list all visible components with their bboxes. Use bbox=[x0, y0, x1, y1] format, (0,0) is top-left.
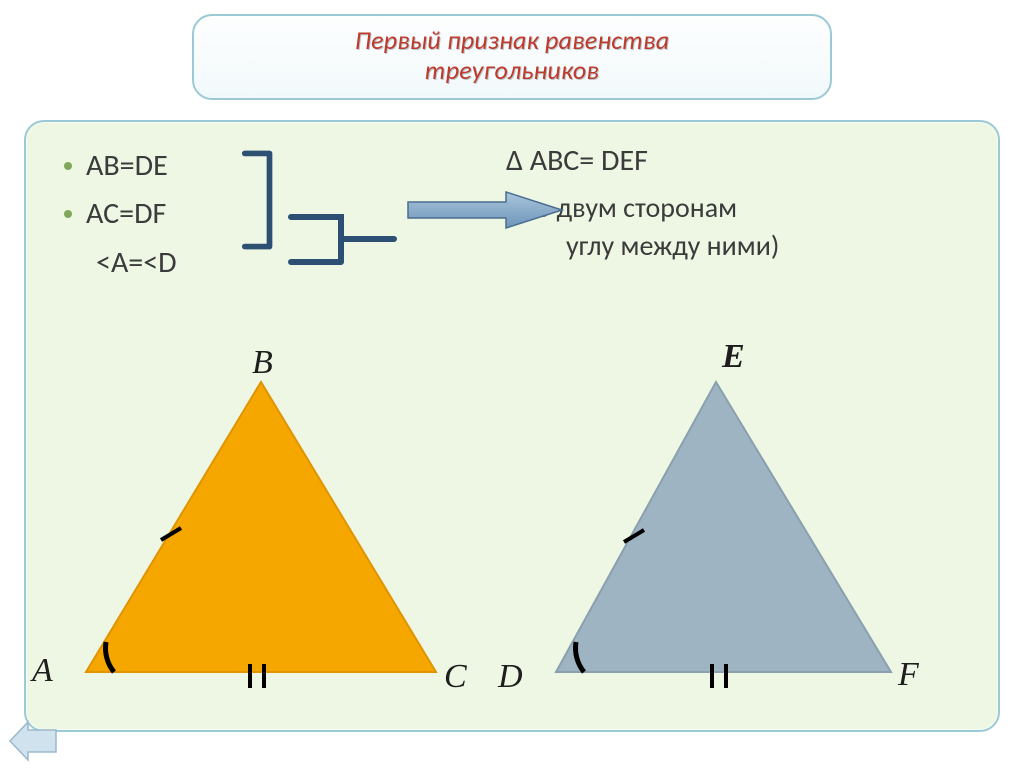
conclusion-text: Δ АВС= DEF bbox=[506, 142, 648, 179]
implies-arrow-icon bbox=[406, 190, 566, 230]
label-A: A bbox=[32, 652, 53, 690]
bullet-text-2: AC=DF bbox=[86, 190, 166, 238]
label-C: C bbox=[444, 658, 467, 696]
conclusion-block: Δ АВС= DEF ( по двум сторонам углу между… bbox=[506, 142, 976, 265]
conclusion-sub: ( по двум сторонам углу между ними) bbox=[506, 189, 976, 265]
label-D: D bbox=[498, 658, 523, 696]
bullet-dot bbox=[64, 210, 72, 218]
back-arrow-icon[interactable] bbox=[8, 718, 58, 764]
bullet-dot bbox=[64, 162, 72, 170]
conclusion-line2b: углу между ними) bbox=[506, 227, 976, 265]
label-B: B bbox=[252, 344, 273, 382]
label-F: F bbox=[898, 656, 919, 694]
bullet-text-1: AB=DE bbox=[86, 142, 168, 190]
triangle-abc bbox=[36, 372, 456, 712]
bracket-secondary bbox=[286, 212, 406, 272]
slide: Первый признак равенства треугольников A… bbox=[0, 0, 1024, 768]
bracket-conditions bbox=[241, 146, 279, 254]
triangles-diagram: A B C D E F bbox=[26, 342, 998, 730]
title-line-1: Первый признак равенства bbox=[232, 26, 792, 56]
triangle-def bbox=[506, 372, 926, 712]
content-card: AB=DE AC=DF <A=<D Δ АВС= DEF ( по двум с… bbox=[24, 120, 1000, 732]
title-pill: Первый признак равенства треугольников bbox=[192, 14, 832, 100]
title-line-2: треугольников bbox=[232, 56, 792, 86]
angle-condition: <A=<D bbox=[96, 244, 177, 281]
conclusion-line1: Δ АВС= DEF bbox=[506, 142, 976, 179]
conclusion-line2a: ( по двум сторонам bbox=[506, 189, 976, 227]
label-E: E bbox=[722, 338, 745, 376]
